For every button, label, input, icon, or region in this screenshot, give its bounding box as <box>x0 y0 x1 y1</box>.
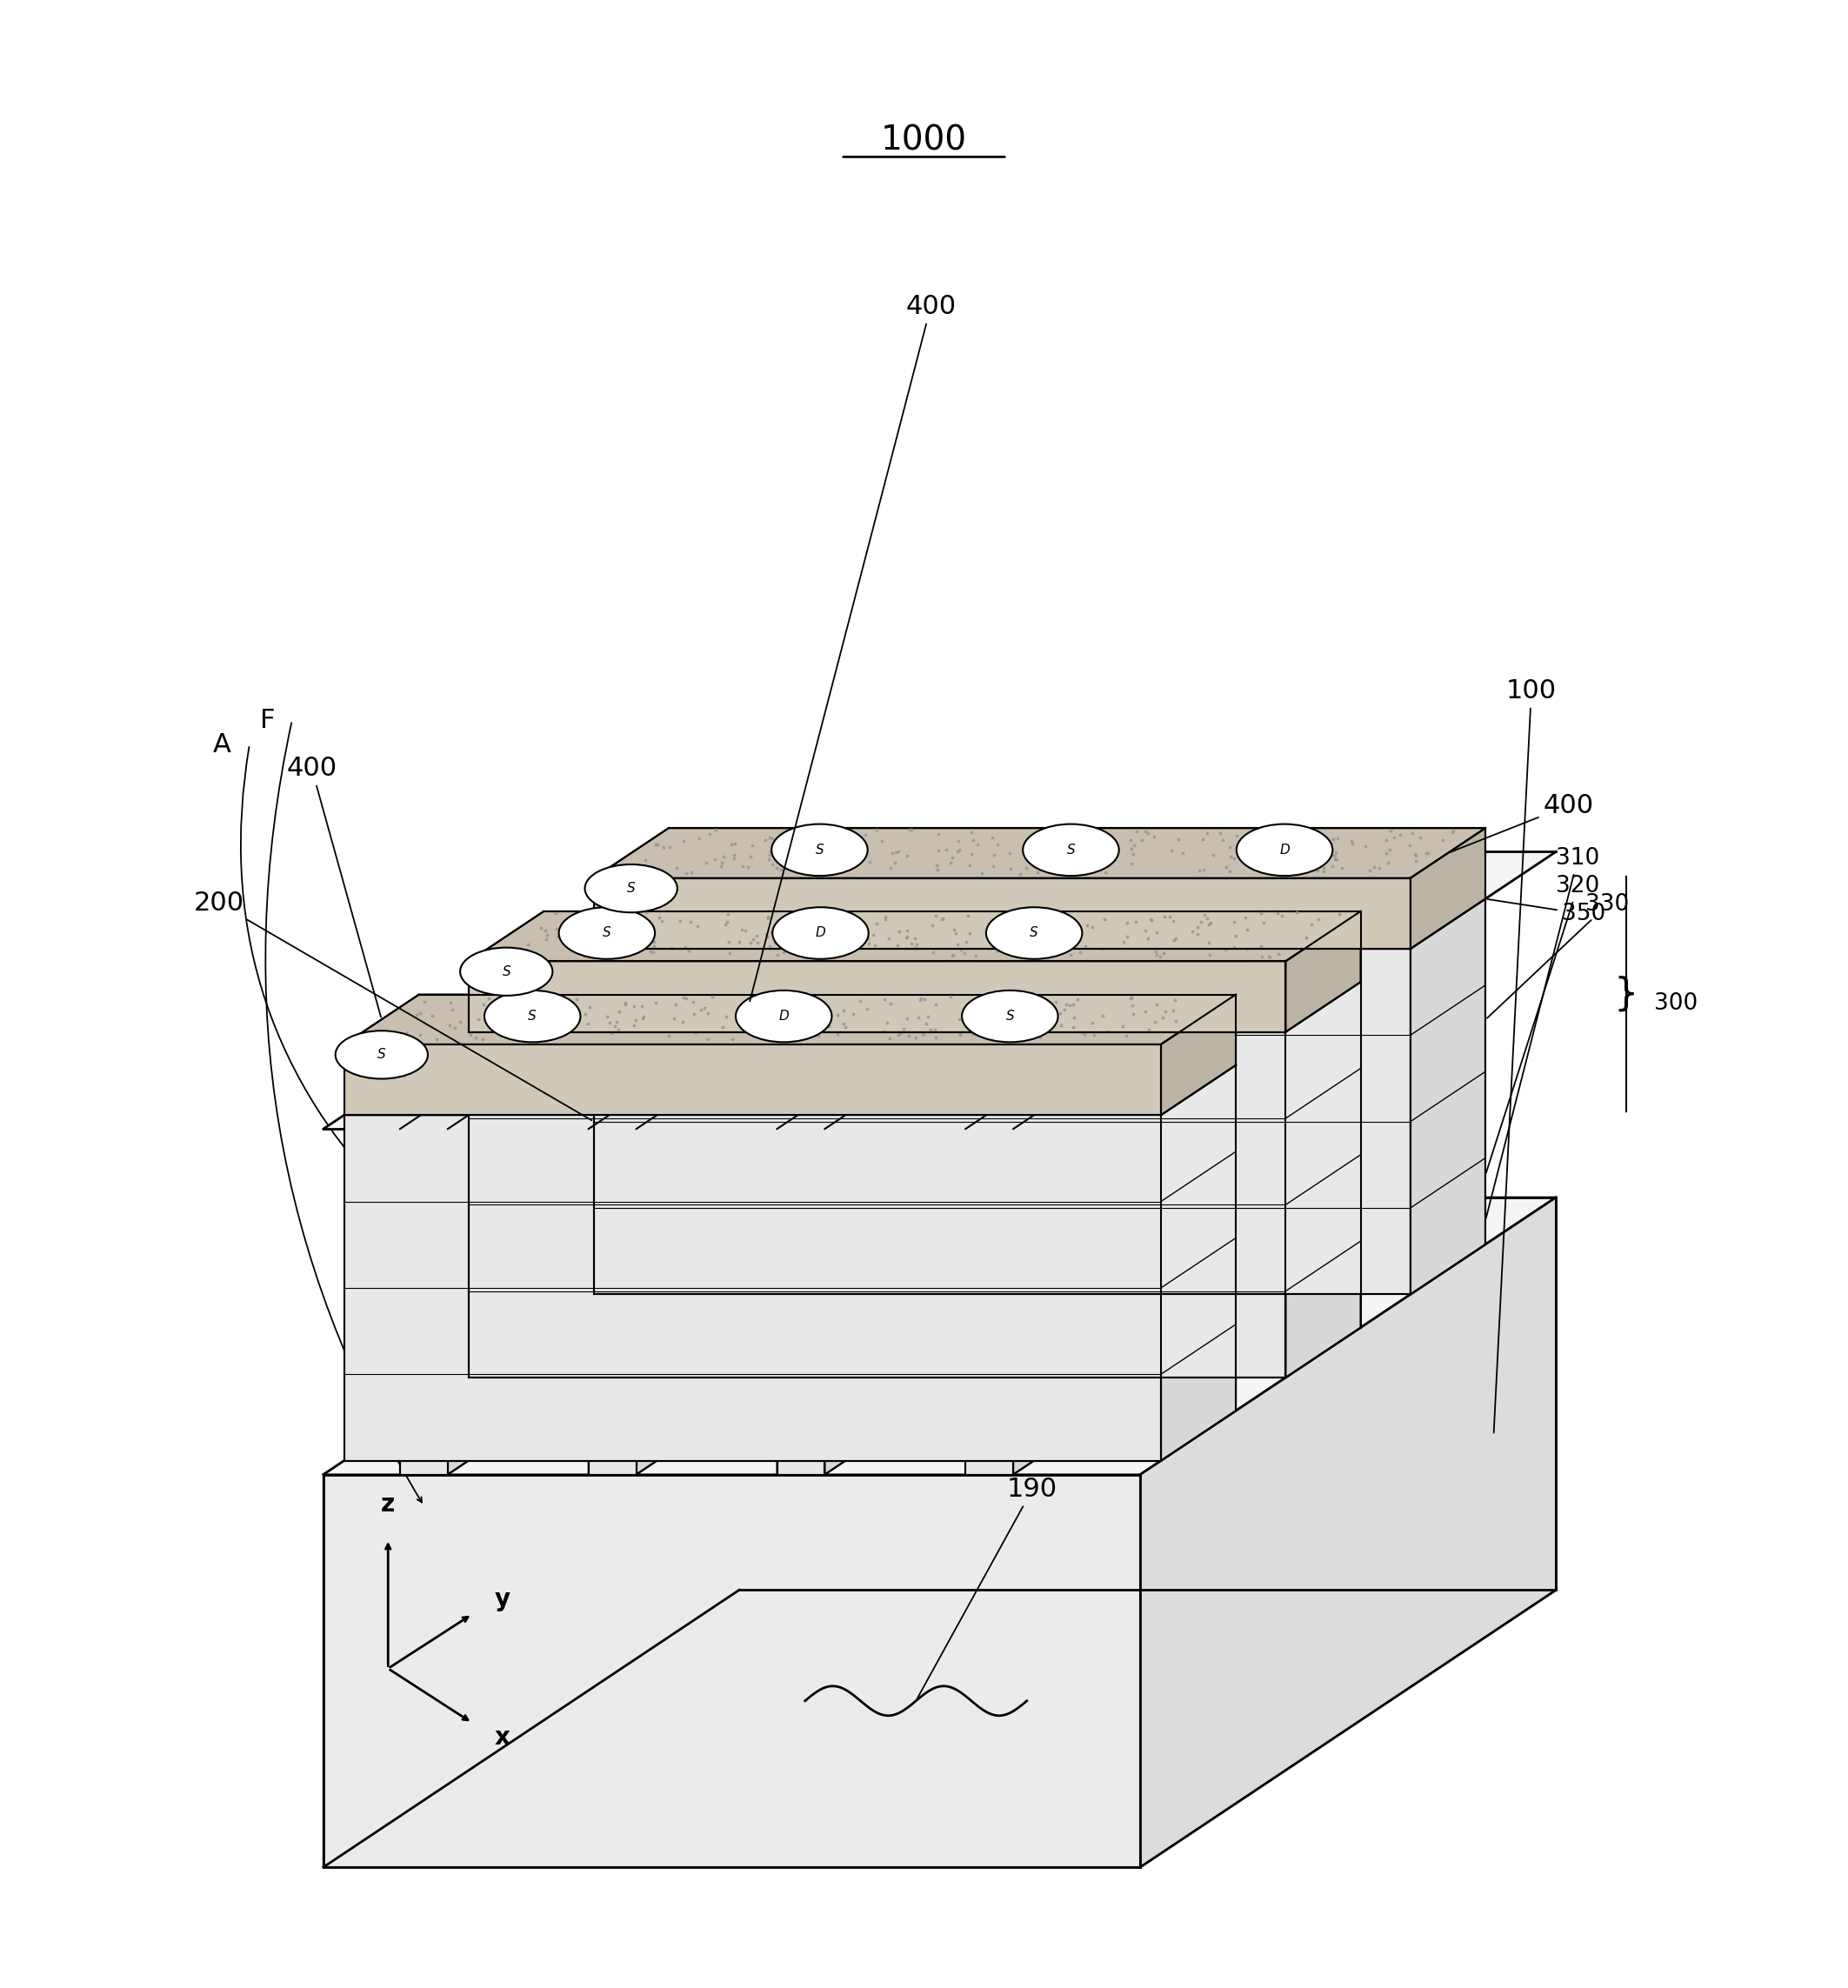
Polygon shape <box>323 1197 1556 1475</box>
Text: 300: 300 <box>1654 992 1698 1014</box>
Polygon shape <box>323 1475 1140 1867</box>
Polygon shape <box>399 1129 447 1475</box>
Polygon shape <box>1003 851 1052 1197</box>
Text: 100: 100 <box>1493 678 1556 1433</box>
Text: D: D <box>815 926 826 940</box>
Ellipse shape <box>1236 825 1332 877</box>
Text: S: S <box>503 964 510 978</box>
Polygon shape <box>1161 994 1236 1115</box>
Text: A: A <box>213 732 231 757</box>
Polygon shape <box>1161 1066 1236 1461</box>
Polygon shape <box>593 829 1486 879</box>
Text: S: S <box>626 883 636 895</box>
Polygon shape <box>323 1590 1556 1867</box>
Polygon shape <box>588 851 1052 1129</box>
Text: }: } <box>1613 976 1639 1012</box>
Polygon shape <box>399 851 863 1129</box>
Polygon shape <box>1410 829 1486 948</box>
Polygon shape <box>965 851 1429 1129</box>
Ellipse shape <box>484 990 580 1042</box>
Text: 330: 330 <box>1488 893 1630 1018</box>
Polygon shape <box>1192 851 1240 1197</box>
Polygon shape <box>815 851 863 1197</box>
Text: S: S <box>1029 926 1039 940</box>
Polygon shape <box>323 851 1556 1129</box>
Polygon shape <box>469 1032 1286 1378</box>
Text: 400: 400 <box>750 294 955 1002</box>
Text: 400: 400 <box>286 755 381 1018</box>
Polygon shape <box>344 994 1236 1044</box>
Polygon shape <box>1013 851 1429 1475</box>
Polygon shape <box>344 1115 1161 1461</box>
Polygon shape <box>593 879 1410 948</box>
Polygon shape <box>965 851 1380 1475</box>
Ellipse shape <box>558 907 654 958</box>
Polygon shape <box>824 851 1240 1475</box>
Text: 350: 350 <box>1488 899 1606 924</box>
Polygon shape <box>636 851 1052 1475</box>
Text: 200: 200 <box>194 891 591 1121</box>
Polygon shape <box>469 911 1360 962</box>
Text: 190: 190 <box>917 1477 1057 1698</box>
Polygon shape <box>399 851 815 1475</box>
Text: 310: 310 <box>1486 847 1600 1219</box>
Text: F: F <box>261 708 275 734</box>
Polygon shape <box>588 1129 636 1475</box>
Ellipse shape <box>772 825 869 877</box>
Text: S: S <box>1066 843 1076 857</box>
Polygon shape <box>469 962 1286 1032</box>
Polygon shape <box>344 1044 1161 1115</box>
Polygon shape <box>344 1066 1236 1115</box>
Text: S: S <box>1005 1010 1015 1022</box>
Polygon shape <box>1286 982 1360 1378</box>
Polygon shape <box>776 851 1240 1129</box>
Ellipse shape <box>772 907 869 958</box>
Text: 400: 400 <box>1451 793 1593 853</box>
Ellipse shape <box>961 990 1057 1042</box>
Polygon shape <box>965 1129 1013 1475</box>
Text: S: S <box>815 843 824 857</box>
Text: 320: 320 <box>1486 875 1600 1173</box>
Ellipse shape <box>584 865 676 912</box>
Text: S: S <box>377 1048 386 1062</box>
Polygon shape <box>593 899 1486 948</box>
Ellipse shape <box>460 948 553 996</box>
Ellipse shape <box>736 990 832 1042</box>
Polygon shape <box>323 1197 739 1867</box>
Text: S: S <box>529 1010 536 1022</box>
Text: y: y <box>495 1586 510 1612</box>
Polygon shape <box>469 982 1360 1032</box>
Ellipse shape <box>1024 825 1120 877</box>
Polygon shape <box>1140 1197 1556 1867</box>
Ellipse shape <box>987 907 1083 958</box>
Polygon shape <box>1380 851 1429 1197</box>
Polygon shape <box>588 851 1003 1475</box>
Text: S: S <box>602 926 612 940</box>
Text: D: D <box>1279 843 1290 857</box>
Polygon shape <box>776 1129 824 1475</box>
Polygon shape <box>1410 899 1486 1294</box>
Polygon shape <box>776 851 1192 1475</box>
Text: z: z <box>381 1493 395 1517</box>
Text: x: x <box>495 1726 510 1749</box>
Polygon shape <box>739 1197 1556 1590</box>
Ellipse shape <box>336 1030 429 1079</box>
Text: D: D <box>778 1010 789 1022</box>
Polygon shape <box>593 948 1410 1294</box>
Text: 1000: 1000 <box>881 123 967 157</box>
Polygon shape <box>447 851 863 1475</box>
Polygon shape <box>1286 911 1360 1032</box>
